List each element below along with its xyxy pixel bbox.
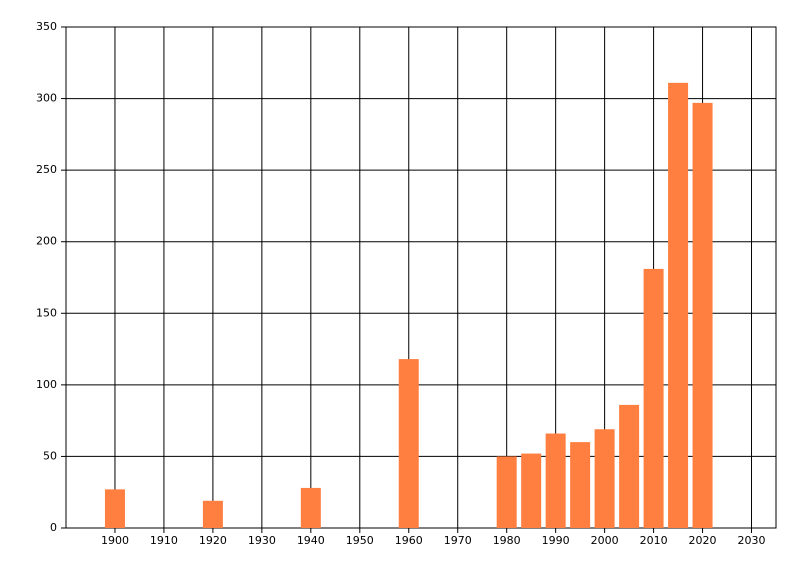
bar — [594, 429, 615, 528]
bar — [202, 500, 223, 528]
x-tick-label: 1900 — [101, 534, 129, 547]
y-tick-label: 350 — [36, 20, 57, 33]
x-tick-label: 2010 — [640, 534, 668, 547]
y-tick-label: 100 — [36, 378, 57, 391]
x-tick-label: 1940 — [297, 534, 325, 547]
bar — [300, 487, 321, 528]
y-tick-label: 200 — [36, 235, 57, 248]
x-tick-label: 2020 — [689, 534, 717, 547]
bar — [692, 102, 713, 528]
y-tick-label: 50 — [43, 449, 57, 462]
bar — [496, 456, 517, 528]
bar — [619, 404, 640, 528]
x-tick-label: 1910 — [150, 534, 178, 547]
x-tick-label: 1920 — [199, 534, 227, 547]
bar — [398, 359, 419, 528]
x-tick-label: 1970 — [444, 534, 472, 547]
bar — [521, 453, 542, 528]
x-tick-label: 1960 — [395, 534, 423, 547]
x-tick-label: 1930 — [248, 534, 276, 547]
x-tick-label: 1990 — [542, 534, 570, 547]
x-tick-label: 2030 — [738, 534, 766, 547]
x-tick-label: 1950 — [346, 534, 374, 547]
y-tick-label: 150 — [36, 306, 57, 319]
bar — [643, 268, 664, 528]
x-tick-label: 1980 — [493, 534, 521, 547]
bar — [668, 82, 689, 528]
y-tick-label: 250 — [36, 163, 57, 176]
y-tick-label: 300 — [36, 92, 57, 105]
x-tick-label: 2000 — [591, 534, 619, 547]
bar — [104, 489, 125, 528]
bar — [570, 442, 591, 528]
bar — [545, 433, 566, 528]
y-tick-label: 0 — [50, 521, 57, 534]
